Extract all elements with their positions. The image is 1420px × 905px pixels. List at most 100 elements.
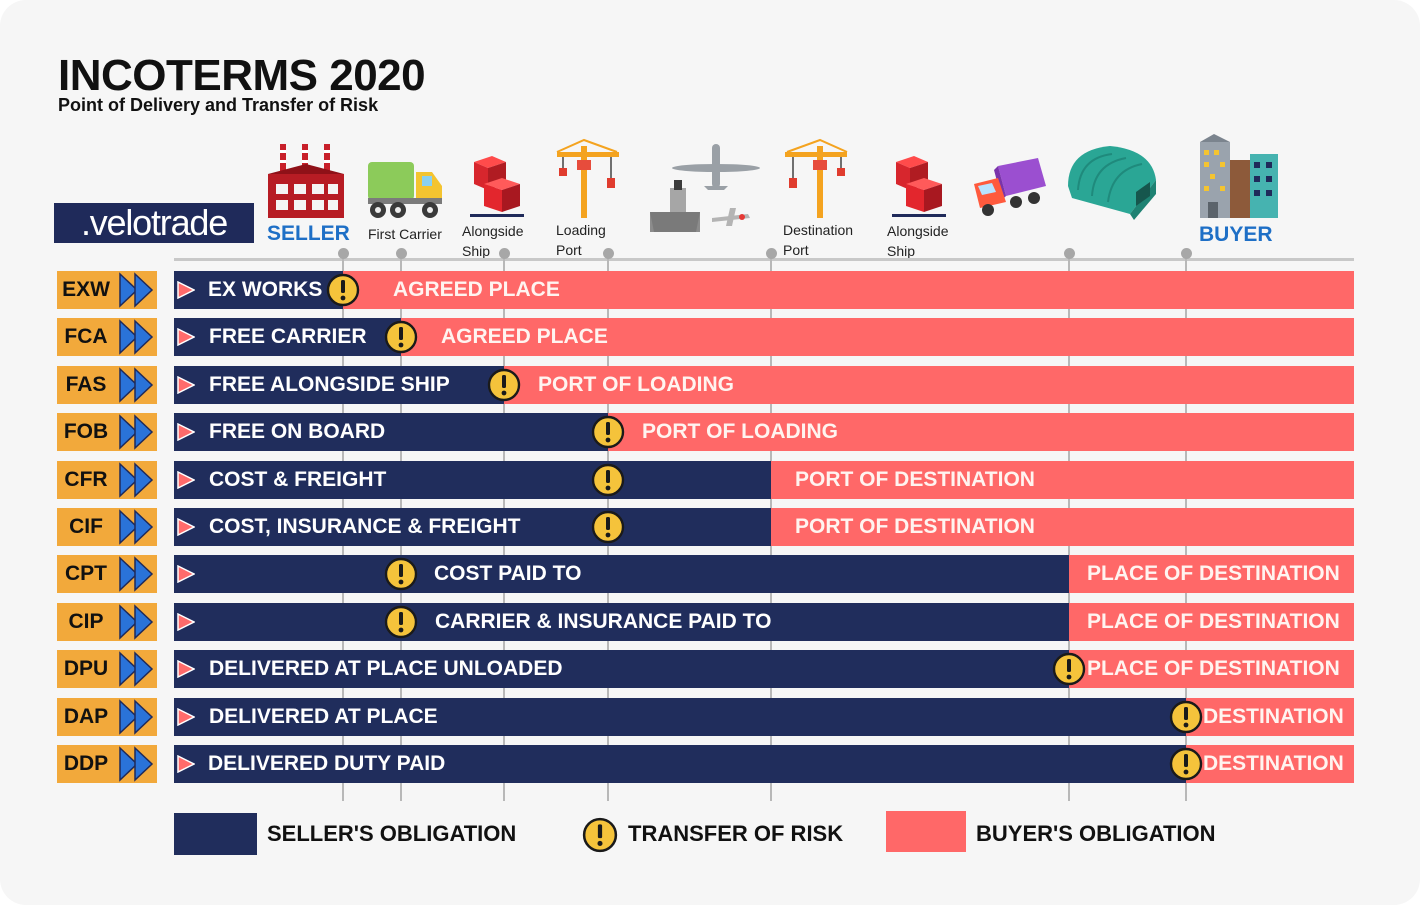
buyer-obligation-bar [343, 271, 1354, 309]
double-chevron-icon [115, 366, 157, 404]
stage-label-loading-port: Loading Port [556, 222, 606, 258]
transfer-of-risk-icon [591, 510, 625, 544]
buyer-obligation-label: AGREED PLACE [393, 278, 560, 301]
buyer-obligation-label: PORT OF DESTINATION [795, 468, 1035, 491]
crane-icon [785, 138, 848, 218]
warehouse-icon [1068, 146, 1156, 220]
seller-obligation-label: COST PAID TO [434, 562, 582, 585]
buyer-obligation-bar [504, 366, 1354, 404]
seller-obligation-bar [174, 650, 1069, 688]
seller-obligation-label: FREE CARRIER [209, 325, 367, 348]
buyer-obligation-label: PLACE OF DESTINATION [1087, 562, 1340, 585]
double-chevron-icon [115, 603, 157, 641]
timeline-stop-dot [1063, 248, 1075, 259]
play-arrow-icon [177, 281, 195, 299]
double-chevron-icon [115, 271, 157, 309]
seller-obligation-bar [174, 555, 1069, 593]
buyer-obligation-bar [1069, 603, 1354, 641]
truck-icon [368, 162, 442, 218]
double-chevron-icon [115, 318, 157, 356]
transfer-of-risk-icon [326, 273, 360, 307]
double-chevron-icon [115, 413, 157, 451]
incoterm-code: FAS [57, 366, 115, 404]
transfer-of-risk-icon [384, 557, 418, 591]
play-arrow-icon [177, 708, 195, 726]
transfer-of-risk-icon [384, 320, 418, 354]
seller-obligation-bar [174, 271, 343, 309]
transfer-of-risk-icon [1169, 700, 1203, 734]
double-chevron-icon [115, 745, 157, 783]
stage-label-seller: SELLER [267, 222, 350, 245]
incoterm-code: FOB [57, 413, 115, 451]
timeline-axis [174, 258, 1354, 261]
crane-icon [556, 138, 619, 218]
incoterm-code: CPT [57, 555, 115, 593]
buyer-obligation-bar [401, 318, 1354, 356]
legend-seller-label: SELLER'S OBLIGATION [267, 821, 517, 846]
buyer-obligation-bar [1069, 650, 1354, 688]
timeline-stop-dot [602, 248, 614, 259]
transfer-of-risk-icon [591, 463, 625, 497]
seller-obligation-bar [174, 318, 401, 356]
seller-obligation-bar [174, 745, 1186, 783]
seller-obligation-label: FREE ALONGSIDE SHIP [209, 373, 450, 396]
play-arrow-icon [177, 328, 195, 346]
incoterm-code: CIP [57, 603, 115, 641]
incoterm-code: CFR [57, 461, 115, 499]
seller-obligation-label: COST, INSURANCE & FREIGHT [209, 515, 521, 538]
page-subtitle: Point of Delivery and Transfer of Risk [58, 95, 379, 115]
double-chevron-icon [115, 508, 157, 546]
incoterm-code: DDP [57, 745, 115, 783]
seller-obligation-bar [174, 508, 771, 546]
buyer-obligation-bar [1186, 745, 1354, 783]
double-chevron-icon [115, 461, 157, 499]
legend-warning-icon [582, 817, 618, 853]
buyer-obligation-label: DESTINATION [1203, 752, 1344, 775]
buyer-obligation-bar [1186, 698, 1354, 736]
incoterm-code: EXW [57, 271, 115, 309]
timeline-stop-dot [395, 248, 407, 259]
double-chevron-icon [115, 555, 157, 593]
buyer-obligation-bar [608, 413, 1354, 451]
legend-seller-swatch [174, 813, 257, 855]
transfer-of-risk-icon [1169, 747, 1203, 781]
seller-obligation-label: FREE ON BOARD [209, 420, 386, 443]
timeline-stop-dot [337, 248, 349, 259]
stage-label-destination-port: Destination Port [783, 222, 854, 258]
page-title: INCOTERMS 2020 [58, 51, 426, 100]
play-arrow-icon [177, 423, 195, 441]
seller-obligation-label: CARRIER & INSURANCE PAID TO [435, 610, 772, 633]
play-arrow-icon [177, 613, 195, 631]
legend-buyer-swatch [886, 811, 966, 852]
play-arrow-icon [177, 518, 195, 536]
incoterm-code: DAP [57, 698, 115, 736]
stage-label-first-carrier: First Carrier [368, 226, 442, 242]
seller-obligation-label: DELIVERED AT PLACE UNLOADED [209, 657, 563, 680]
seller-obligation-label: COST & FREIGHT [209, 468, 387, 491]
timeline-stop-dot [1180, 248, 1192, 259]
stage-label-alongside-ship-dest: Alongside Ship [887, 223, 949, 259]
seller-obligation-bar [174, 366, 504, 404]
buyer-obligation-bar [1069, 555, 1354, 593]
double-chevron-icon [115, 698, 157, 736]
legend-buyer-label: BUYER'S OBLIGATION [976, 821, 1216, 846]
buyer-obligation-label: AGREED PLACE [441, 325, 608, 348]
timeline-stop-dot [498, 248, 510, 259]
buyer-obligation-label: PORT OF LOADING [642, 420, 838, 443]
buyer-obligation-label: PLACE OF DESTINATION [1087, 657, 1340, 680]
buildings-icon [1200, 134, 1278, 218]
seller-obligation-label: DELIVERED AT PLACE [209, 705, 438, 728]
buyer-obligation-label: PORT OF DESTINATION [795, 515, 1035, 538]
play-arrow-icon [177, 471, 195, 489]
play-arrow-icon [177, 660, 195, 678]
transfer-of-risk-icon [591, 415, 625, 449]
buyer-obligation-bar [771, 461, 1354, 499]
incoterm-code: CIF [57, 508, 115, 546]
play-arrow-icon [177, 565, 195, 583]
stage-label-buyer: BUYER [1199, 223, 1273, 246]
timeline-stop-dot [765, 248, 777, 259]
transfer-of-risk-icon [1052, 652, 1086, 686]
buyer-obligation-label: PLACE OF DESTINATION [1087, 610, 1340, 633]
transfer-of-risk-icon [487, 368, 521, 402]
